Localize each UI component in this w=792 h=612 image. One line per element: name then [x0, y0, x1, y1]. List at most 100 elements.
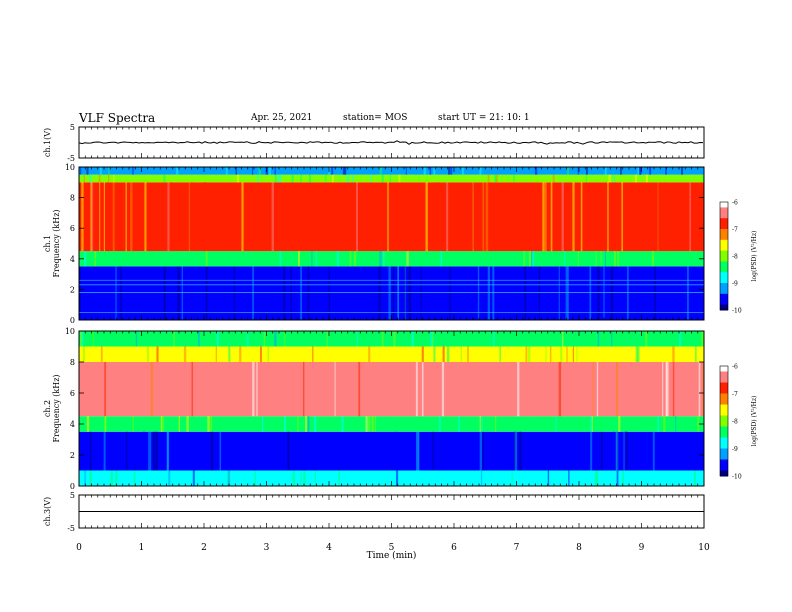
x-tick-label: 10: [698, 543, 710, 553]
colorbar-segment: [720, 377, 728, 381]
spectrogram-streak: [300, 174, 302, 183]
spectrogram-streak: [86, 167, 89, 175]
spectrogram-streak: [446, 346, 450, 362]
spectrogram-streak: [112, 182, 115, 252]
spectrogram-streak: [446, 174, 448, 183]
spectrogram-streak: [163, 174, 166, 183]
spectrogram-streak: [89, 174, 92, 183]
spectrogram-streak: [279, 174, 282, 183]
spectrogram-streak: [635, 346, 638, 362]
spectrogram-streak: [649, 167, 652, 175]
spectrogram-streak: [437, 182, 440, 252]
spectrogram-streak: [353, 251, 357, 267]
spectrogram-streak: [219, 431, 221, 471]
y-tick-label: 5: [70, 491, 75, 500]
spectrogram-streak: [170, 182, 173, 252]
spectrogram-streak: [590, 431, 593, 471]
spectrogram-streak: [292, 470, 295, 486]
y-tick-label: 2: [70, 451, 75, 460]
spectrogram-streak: [604, 251, 606, 267]
spectrogram-streak: [80, 331, 84, 347]
spectrogram-streak: [210, 416, 213, 432]
spectrogram-streak: [307, 266, 310, 320]
spectrogram-streak: [429, 167, 432, 175]
spectrogram-streak: [227, 470, 231, 486]
colorbar-segment: [720, 421, 728, 425]
spectrogram-streak: [495, 174, 498, 183]
spectrogram-streak: [442, 346, 445, 362]
spectrogram-streak: [89, 470, 92, 486]
spectrogram-streak: [98, 174, 101, 183]
spectrogram-streak: [689, 182, 692, 252]
spectrogram-streak: [702, 174, 704, 183]
spectrogram-band-0: [79, 266, 704, 320]
spectrogram-streak: [607, 182, 609, 252]
x-tick-label: 3: [264, 543, 270, 553]
spectrogram-streak: [383, 251, 385, 267]
spectrogram-streak: [311, 251, 313, 267]
spectrogram-streak: [587, 470, 590, 486]
y-tick-label: 6: [70, 224, 75, 233]
colorbar-segment: [720, 250, 728, 254]
spectrogram-streak: [118, 251, 121, 267]
spectrogram-streak: [547, 470, 550, 486]
spectrogram-streak: [604, 167, 607, 175]
spectrogram-streak: [666, 362, 669, 417]
y-tick-label: 2: [70, 285, 75, 294]
spectrogram-streak: [284, 331, 286, 347]
spectrogram-streak: [545, 346, 547, 362]
spectrogram-streak: [601, 431, 603, 471]
spectrogram-streak: [379, 251, 382, 267]
spectrogram-streak: [235, 167, 237, 175]
colorbar-segment: [720, 218, 728, 222]
spectrogram-streak: [205, 251, 208, 267]
waveform-trace: [78, 140, 704, 145]
spectrogram-streak: [550, 182, 553, 252]
spectrogram-streak: [567, 266, 569, 320]
spectrogram-streak: [86, 416, 90, 432]
spectrogram-streak: [79, 266, 81, 320]
channel-3-waveform: 5 -5 ch.3(V): [43, 491, 705, 533]
spectrogram-streak: [353, 182, 355, 252]
spectrogram-streak: [89, 431, 92, 471]
colorbar-frame: [719, 365, 729, 477]
spectrogram-streak: [560, 346, 563, 362]
colorbar-segment: [720, 390, 728, 394]
spectrogram-streak: [271, 182, 274, 252]
colorbar-segment: [720, 382, 728, 386]
spectrogram-streak: [252, 266, 254, 320]
colorbar-segment: [720, 291, 728, 295]
colorbar-tick-label: -7: [732, 227, 738, 234]
spectrogram-streak: [381, 174, 384, 183]
spectrogram-streak: [280, 331, 282, 347]
spectrogram-streak: [539, 416, 542, 432]
channel-1-waveform: 5 -5 ch.1(V): [43, 123, 705, 163]
spectrogram-streak: [99, 167, 102, 175]
spectrogram-streak: [262, 416, 264, 432]
spectrogram-streak: [256, 362, 258, 417]
spectrogram-streak: [110, 470, 113, 486]
x-tick-label: 4: [326, 543, 332, 553]
spectrogram-streak: [615, 362, 619, 417]
spectrogram-streak: [250, 266, 253, 320]
spectrogram-streak: [290, 266, 292, 320]
spectrogram-streak: [558, 266, 560, 320]
spectrogram-streak: [675, 174, 678, 183]
colorbar-segment: [720, 272, 728, 276]
spectrogram-streak: [218, 251, 222, 267]
colorbar-segment: [720, 368, 728, 372]
date-label: Apr. 25, 2021: [251, 113, 313, 123]
spectrogram-streak: [408, 266, 411, 320]
spectrogram-streak: [672, 362, 675, 417]
spectrogram-streak: [110, 174, 113, 183]
colorbar-segment: [720, 229, 728, 233]
colorbar-segment: [720, 220, 728, 225]
spectrogram-streak: [297, 251, 300, 267]
spectrogram-streak: [542, 182, 545, 252]
colorbar-segment: [720, 301, 728, 306]
colorbar-segment: [720, 215, 728, 219]
spectrogram-streak: [675, 416, 677, 432]
spectrogram-streak: [600, 416, 603, 432]
spectrogram-streak: [664, 182, 666, 252]
spectrogram-streak: [168, 470, 171, 486]
